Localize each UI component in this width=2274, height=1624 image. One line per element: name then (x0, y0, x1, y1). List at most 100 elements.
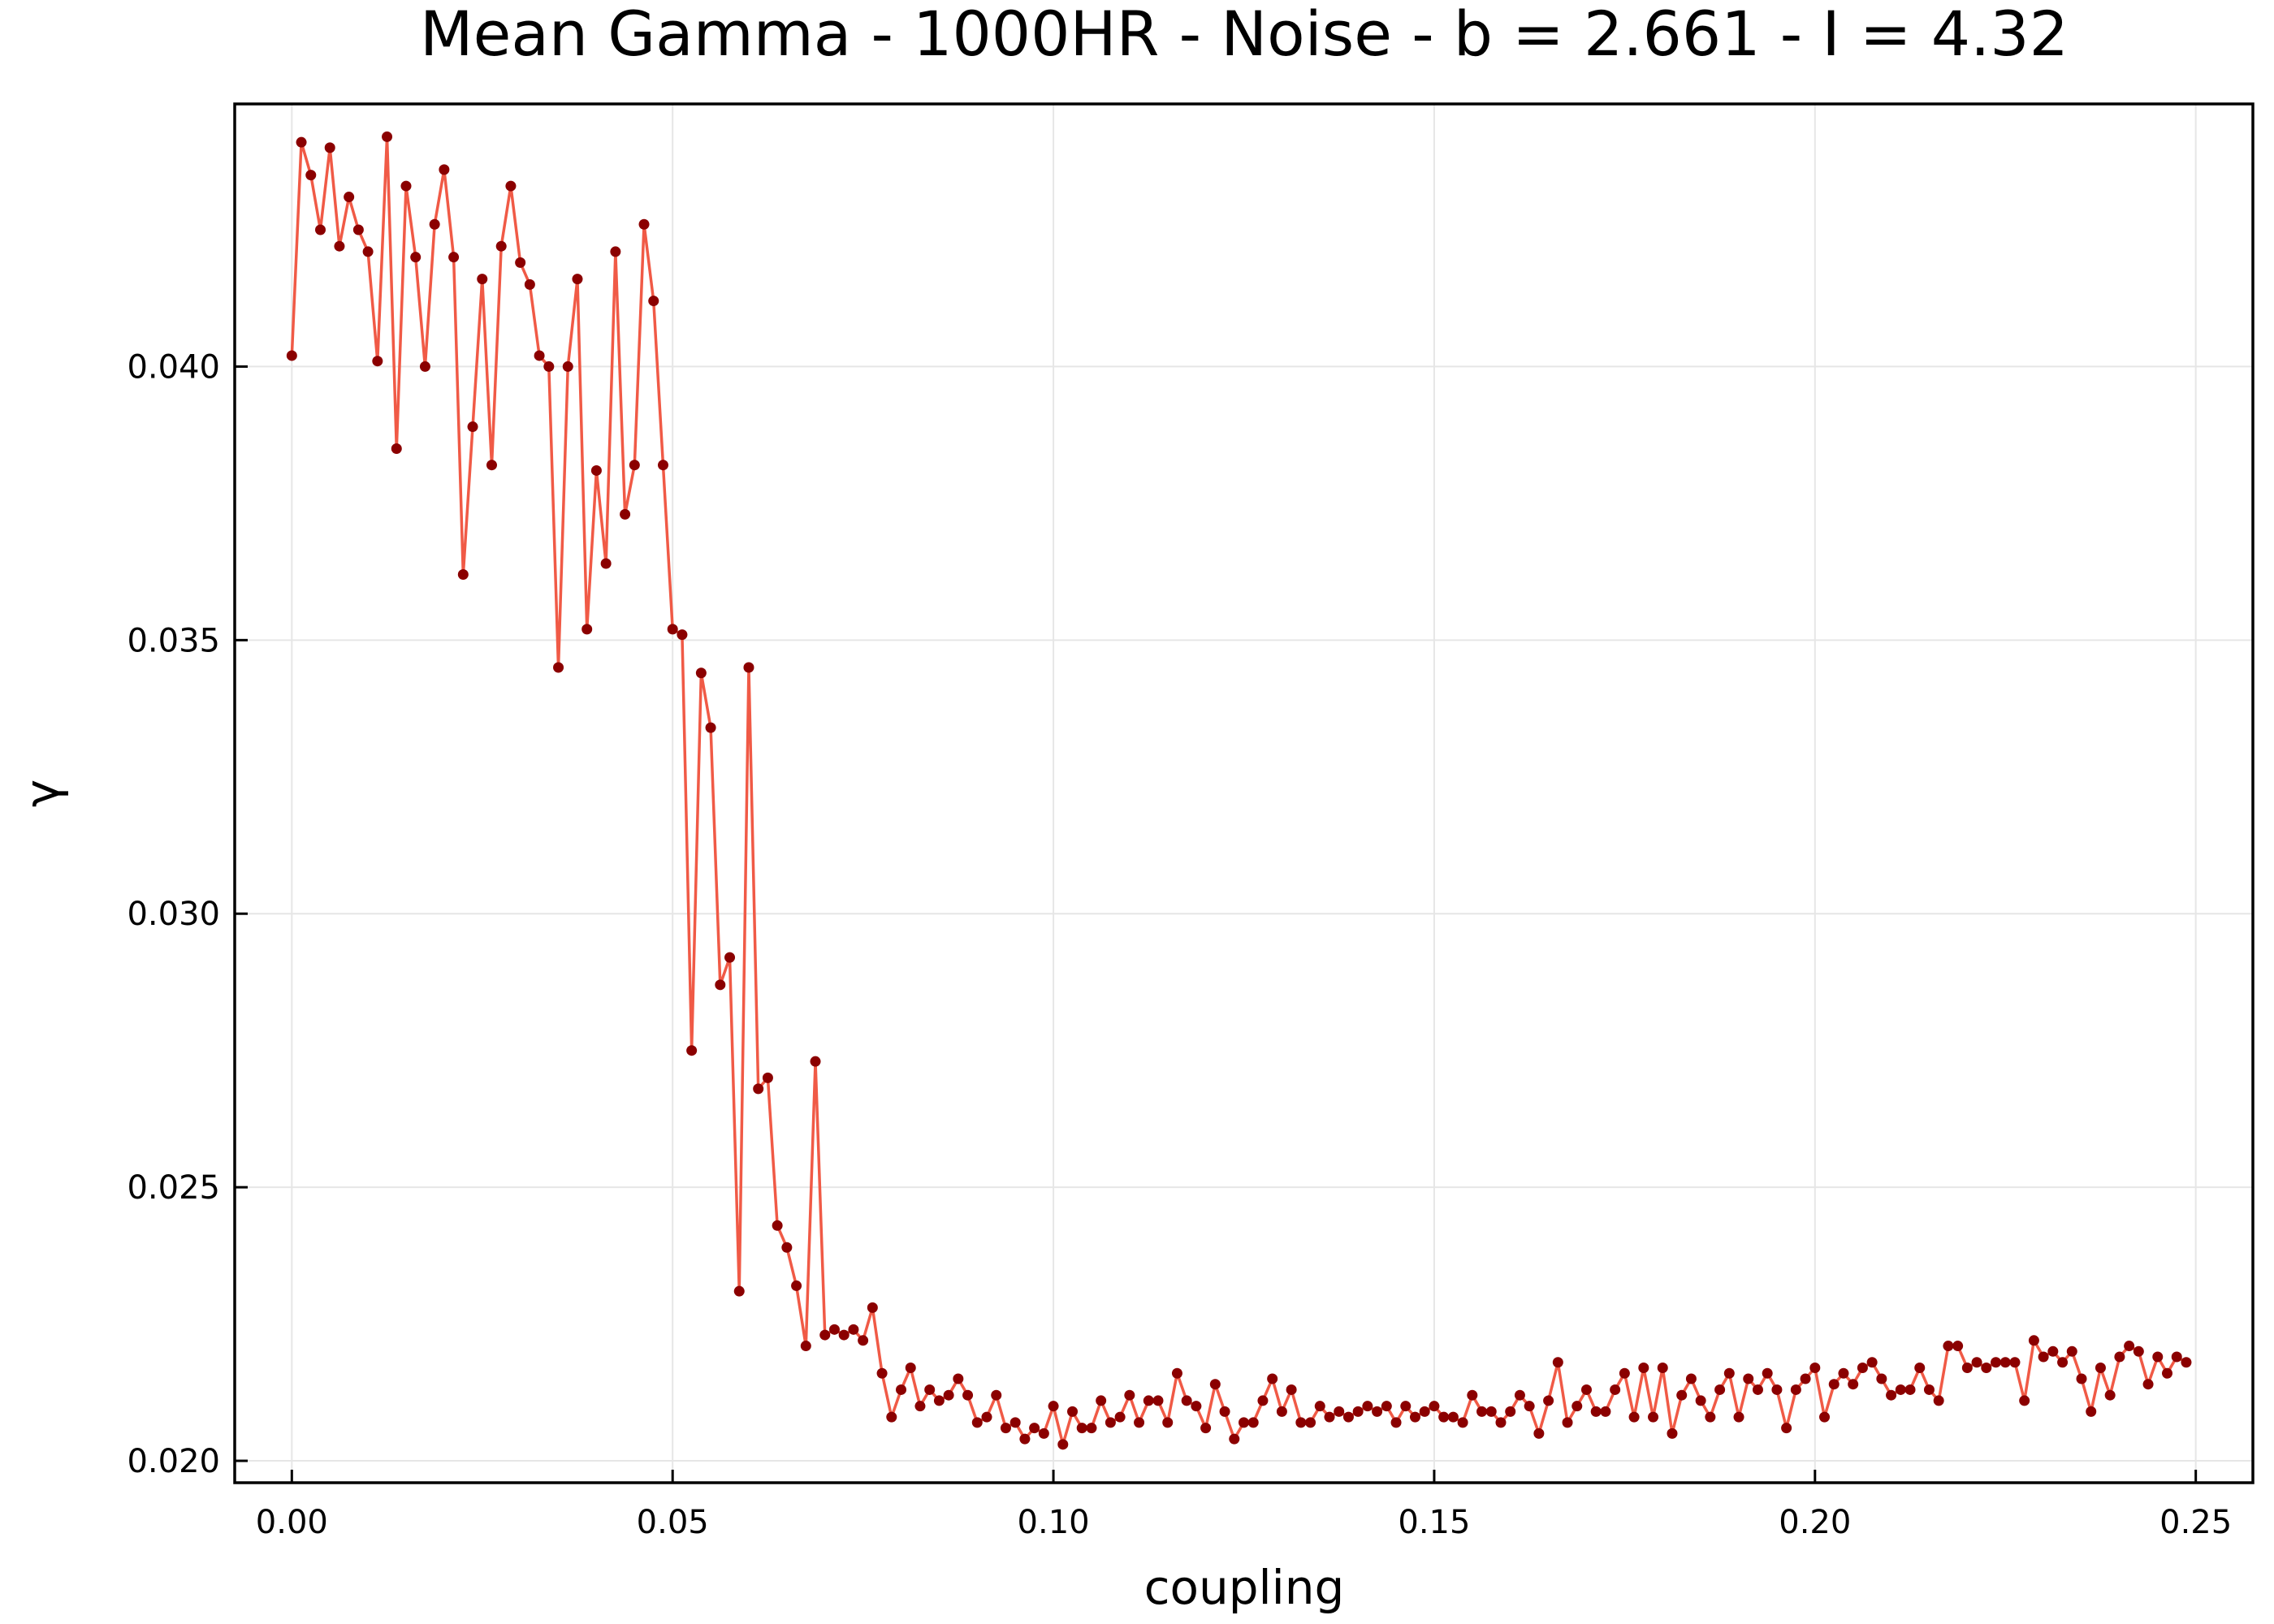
data-point (477, 274, 488, 285)
data-point (1219, 1406, 1230, 1417)
data-point (2124, 1341, 2135, 1352)
data-point (1342, 1411, 1354, 1423)
data-point (1876, 1373, 1887, 1384)
data-point (1381, 1401, 1392, 1412)
data-point (1029, 1423, 1040, 1434)
data-point (1971, 1357, 1982, 1368)
data-point (2114, 1351, 2125, 1363)
data-point (1999, 1357, 2011, 1368)
data-point (2095, 1363, 2106, 1373)
data-point (505, 180, 517, 192)
data-point (781, 1242, 793, 1253)
data-point (648, 296, 659, 307)
data-point (1247, 1417, 1259, 1428)
data-point (1552, 1357, 1563, 1368)
data-point (1981, 1363, 1992, 1373)
data-point (486, 460, 497, 471)
data-point (515, 257, 526, 268)
data-point (1667, 1427, 1678, 1439)
data-point (543, 361, 555, 372)
data-point (667, 624, 678, 635)
data-point (858, 1335, 869, 1346)
data-point (296, 136, 307, 148)
plot-frame (233, 102, 2255, 1484)
data-point (1952, 1341, 1964, 1352)
x-tick-label: 0.20 (1779, 1504, 1851, 1541)
data-point (2076, 1373, 2087, 1384)
data-point (1895, 1384, 1906, 1395)
data-point (1580, 1384, 1592, 1395)
data-point (1676, 1389, 1688, 1401)
data-point (2086, 1406, 2097, 1417)
data-point (1114, 1411, 1126, 1423)
data-point (791, 1280, 802, 1291)
data-point (1628, 1411, 1640, 1423)
data-point (1143, 1395, 1154, 1406)
data-point (1543, 1395, 1554, 1406)
data-point (1152, 1395, 1164, 1406)
data-point (1828, 1379, 1840, 1390)
data-point (1933, 1395, 1944, 1406)
data-point (1943, 1341, 1954, 1352)
data-point (1305, 1417, 1316, 1428)
data-point (1562, 1417, 1573, 1428)
data-point (1638, 1363, 1649, 1373)
data-point (2038, 1351, 2049, 1363)
data-point (1790, 1384, 1801, 1395)
data-point (943, 1389, 954, 1401)
data-point (819, 1329, 831, 1341)
data-point (1771, 1384, 1783, 1395)
data-point (657, 460, 668, 471)
data-point (1286, 1384, 1297, 1395)
data-point (600, 558, 612, 569)
data-point (1685, 1373, 1697, 1384)
data-point (1067, 1406, 1079, 1417)
data-point (1134, 1417, 1145, 1428)
data-point (1200, 1423, 1212, 1434)
data-point (1009, 1417, 1021, 1428)
data-point (753, 1083, 764, 1095)
data-point (572, 274, 583, 285)
data-point (1076, 1423, 1087, 1434)
data-point (2028, 1335, 2039, 1346)
data-point (962, 1389, 974, 1401)
y-tick-label: 0.025 (127, 1169, 220, 1207)
data-point (1505, 1406, 1516, 1417)
data-point (1533, 1427, 1545, 1439)
data-point (1800, 1373, 1811, 1384)
data-point (344, 192, 355, 203)
data-point (334, 240, 345, 252)
y-tick-label: 0.040 (127, 348, 220, 386)
data-point (1352, 1406, 1364, 1417)
data-point (1781, 1423, 1792, 1434)
data-point (429, 218, 440, 230)
data-point (448, 252, 460, 263)
data-point (1657, 1363, 1668, 1373)
data-point (1571, 1401, 1583, 1412)
data-point (1857, 1363, 1868, 1373)
data-point (286, 350, 297, 361)
y-axis-ticks: 0.020 0.025 0.030 0.035 0.040 (127, 348, 248, 1480)
x-axis-label: coupling (1144, 1560, 1345, 1615)
data-point (1209, 1379, 1221, 1390)
data-point (400, 180, 412, 192)
data-point (372, 356, 383, 367)
data-point (876, 1367, 888, 1379)
data-point (1096, 1395, 1107, 1406)
data-point (1961, 1363, 1973, 1373)
chart-title: Mean Gamma - 1000HR - Noise - b = 2.661 … (420, 0, 2069, 70)
data-point (724, 952, 736, 963)
data-point (1590, 1406, 1602, 1417)
data-point (981, 1411, 992, 1423)
data-point (419, 361, 430, 372)
data-point (810, 1056, 821, 1067)
data-point (2142, 1379, 2154, 1390)
data-point (1619, 1367, 1630, 1379)
data-point (1733, 1411, 1744, 1423)
data-point (581, 624, 593, 635)
data-point (1105, 1417, 1116, 1428)
data-point (1600, 1406, 1611, 1417)
data-point (1695, 1395, 1706, 1406)
